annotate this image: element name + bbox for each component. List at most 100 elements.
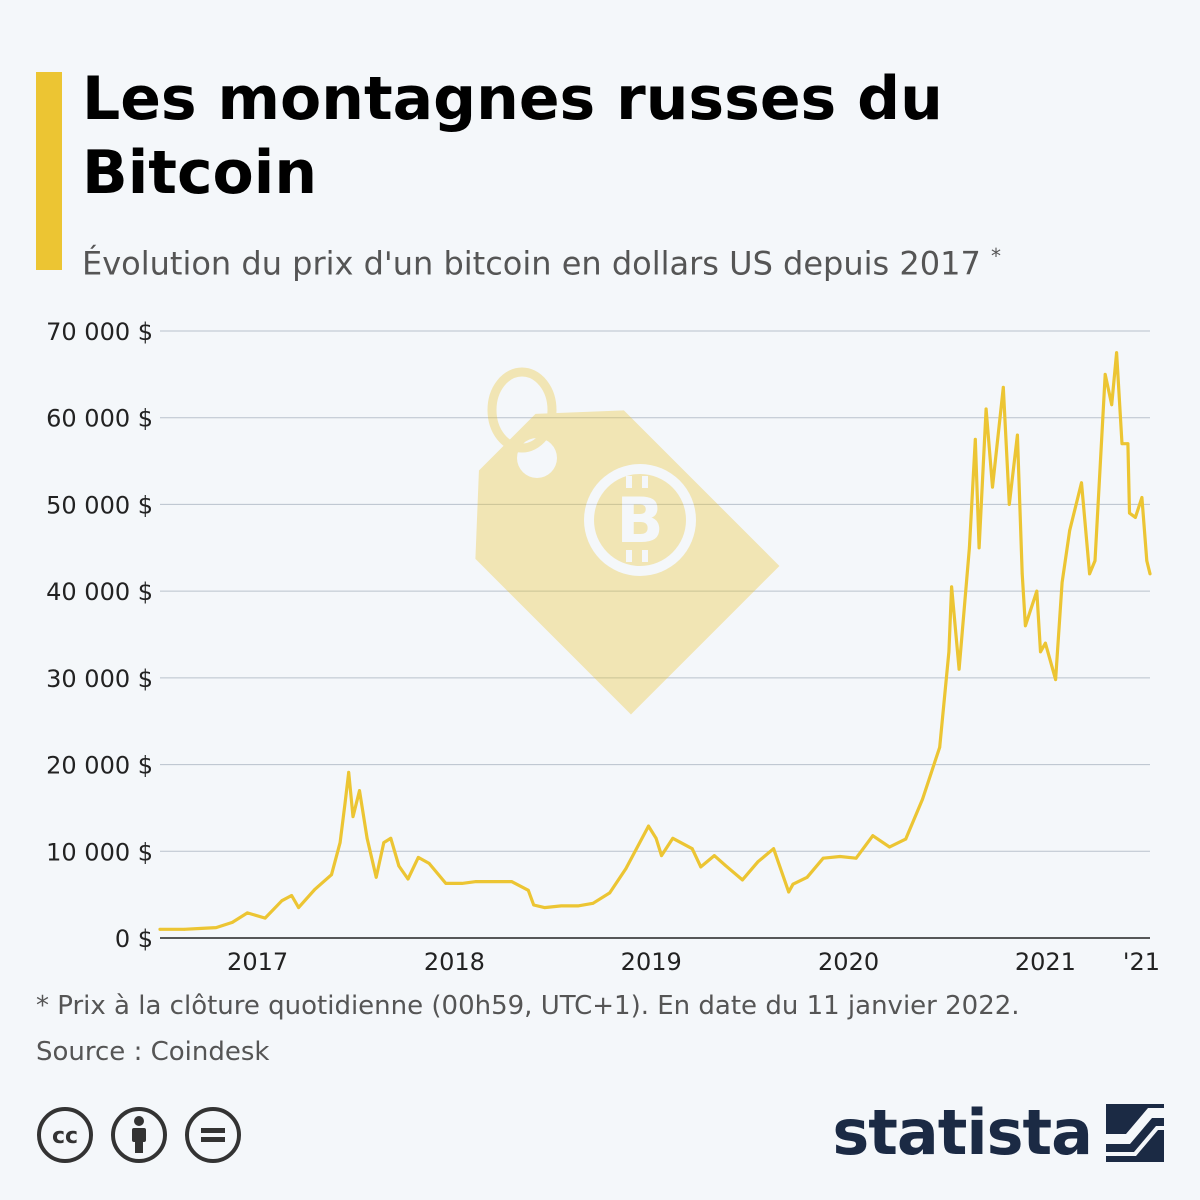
price-point	[671, 836, 675, 840]
price-point	[313, 888, 317, 891]
y-tick-label: 30 000 $	[46, 665, 153, 693]
x-tick-label: 2018	[424, 948, 485, 976]
price-point	[871, 834, 875, 838]
price-point	[526, 888, 530, 892]
price-point	[1060, 581, 1064, 584]
x-tick-label: 2021	[1015, 948, 1076, 976]
price-point	[947, 650, 951, 654]
price-point	[1140, 496, 1144, 499]
price-point	[957, 667, 961, 671]
y-tick-label: 40 000 $	[46, 578, 153, 606]
price-point	[791, 882, 795, 886]
price-point	[1080, 481, 1083, 485]
price-point	[838, 855, 842, 858]
price-point	[1020, 572, 1024, 576]
price-point	[158, 927, 162, 931]
price-point	[991, 485, 994, 489]
price-point	[297, 906, 300, 909]
price-point	[1093, 559, 1097, 563]
price-point	[280, 899, 284, 903]
price-point	[647, 824, 650, 828]
y-tick-label: 0 $	[115, 925, 153, 953]
price-point	[1007, 503, 1011, 506]
creative-commons-icon[interactable]: cc	[36, 1106, 94, 1164]
price-point	[427, 862, 431, 865]
price-point	[654, 836, 658, 840]
y-axis: 0 $ 10 000 $ 20 000 $ 30 000 $ 40 000 $ 50 00…	[46, 318, 153, 953]
price-point	[756, 860, 760, 864]
footnote: * Prix à la clôture quotidienne (00h59, …	[36, 991, 1020, 1021]
x-tick-label: 2017	[227, 948, 288, 976]
price-point	[1126, 442, 1130, 446]
price-point	[660, 854, 663, 857]
price-point	[787, 890, 791, 894]
price-point	[1024, 624, 1027, 628]
subtitle-text: Évolution du prix d'un bitcoin en dollar…	[82, 244, 981, 283]
gridlines	[160, 330, 1150, 939]
price-point	[723, 863, 727, 867]
license-icons: cc	[36, 1106, 242, 1164]
price-point	[984, 407, 988, 411]
price-point	[1110, 403, 1114, 407]
y-tick-label: 20 000 $	[46, 752, 153, 780]
price-point	[382, 841, 386, 844]
price-point	[608, 891, 612, 895]
price-point	[1016, 433, 1019, 437]
price-point	[699, 865, 703, 869]
price-point	[921, 797, 924, 801]
price-point	[198, 927, 201, 930]
x-axis: 2017 2018 2019 2020 2021 '21	[227, 948, 1160, 976]
price-point	[406, 877, 410, 881]
price-point	[1120, 442, 1124, 446]
attribution-icon[interactable]	[110, 1106, 168, 1164]
price-point	[230, 921, 234, 924]
x-tick-label: '21	[1123, 948, 1160, 976]
price-point	[1068, 529, 1072, 532]
price-point	[397, 864, 401, 868]
price-point	[888, 845, 891, 849]
price-point	[821, 856, 825, 860]
bitcoin-price-chart: B 0 $ 10 000 $ 20 000 $ 30 000 $ 40 000 $ 50 …	[46, 318, 1160, 976]
y-tick-label: 50 000 $	[46, 491, 153, 519]
y-tick-label: 10 000 $	[46, 838, 153, 866]
price-point	[624, 867, 628, 870]
price-point	[1088, 572, 1091, 576]
price-point	[214, 926, 218, 929]
statista-logo-icon	[1106, 1104, 1164, 1162]
price-point	[351, 815, 355, 818]
price-point	[1148, 572, 1152, 576]
price-point	[416, 856, 420, 859]
price-point	[460, 882, 464, 885]
price-point	[246, 911, 249, 915]
price-point	[365, 836, 369, 840]
svg-text:B: B	[616, 484, 663, 557]
svg-text:cc: cc	[52, 1124, 78, 1149]
price-point	[968, 546, 971, 550]
x-tick-label: 2019	[621, 948, 682, 976]
source-note: Source : Coindesk	[36, 1037, 270, 1067]
chart-subtitle: Évolution du prix d'un bitcoin en dollar…	[82, 232, 1001, 288]
price-point	[977, 546, 981, 550]
price-point	[741, 878, 744, 882]
price-point	[591, 901, 595, 905]
price-point	[690, 847, 694, 851]
price-point	[338, 841, 342, 844]
price-point	[1054, 678, 1057, 681]
subtitle-footnote-marker: *	[990, 244, 1001, 268]
price-point	[1128, 511, 1131, 515]
price-point	[1115, 351, 1118, 355]
price-point	[330, 873, 333, 877]
price-point	[347, 771, 351, 774]
price-point	[772, 847, 775, 851]
statista-brand[interactable]: statista	[832, 1098, 1164, 1168]
price-point	[973, 438, 977, 441]
price-point	[904, 837, 908, 841]
price-point	[182, 927, 186, 931]
price-point	[358, 789, 361, 792]
price-point	[543, 906, 546, 909]
price-point	[290, 894, 293, 897]
title-accent-bar	[36, 72, 62, 270]
price-point	[1039, 650, 1042, 654]
price-point	[1001, 386, 1005, 389]
no-derivatives-icon[interactable]	[184, 1106, 242, 1164]
